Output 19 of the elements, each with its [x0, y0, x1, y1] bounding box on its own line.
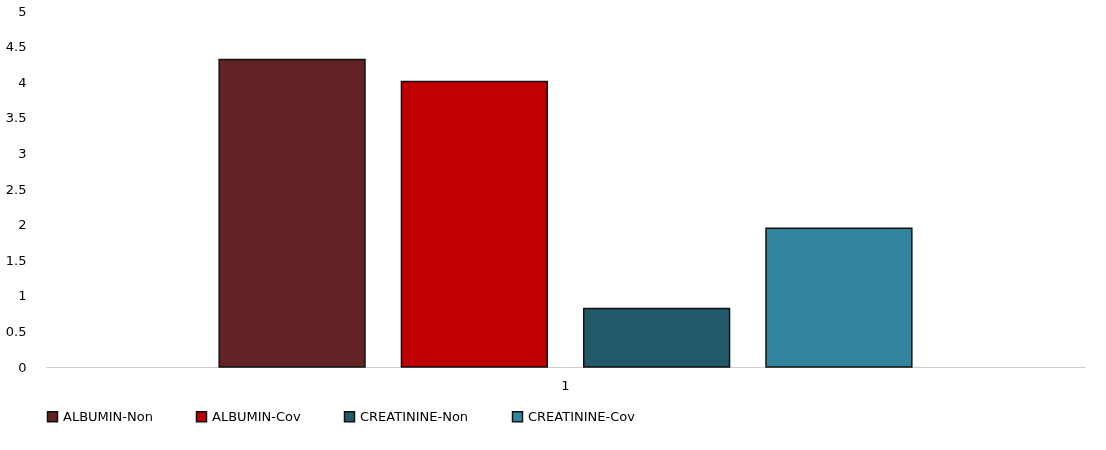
y-tick-label: 4	[18, 74, 27, 90]
y-tick-label: 1	[18, 288, 27, 304]
y-tick-label: 5	[18, 3, 27, 19]
bar	[582, 307, 731, 368]
bar	[218, 58, 366, 368]
legend-label: CREATININE-Non	[360, 408, 469, 424]
bar	[400, 80, 549, 368]
y-tick-label: 1.5	[5, 252, 27, 268]
y-tick-label: 3	[18, 145, 27, 161]
y-tick-label: 0	[18, 359, 27, 375]
y-tick-label: 0.5	[5, 323, 27, 339]
y-tick-label: 2.5	[5, 181, 27, 197]
legend-label: ALBUMIN-Cov	[212, 408, 302, 424]
bar	[765, 227, 913, 368]
legend-label: ALBUMIN-Non	[63, 408, 153, 424]
y-tick-label: 4.5	[5, 39, 27, 55]
y-tick-label: 2	[18, 217, 27, 233]
legend-label: CREATININE-Cov	[528, 408, 636, 424]
y-tick-label: 3.5	[5, 110, 27, 126]
